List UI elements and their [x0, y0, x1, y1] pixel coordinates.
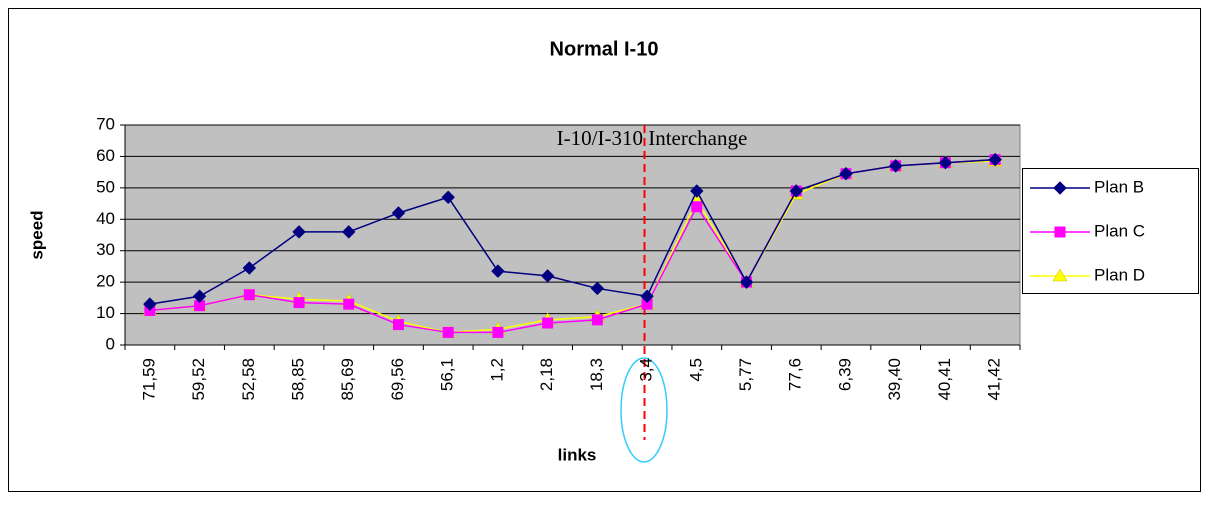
marker — [343, 298, 355, 310]
legend-label: Plan D — [1094, 265, 1145, 284]
x-tick-label: 39,40 — [885, 358, 904, 401]
marker — [938, 156, 953, 170]
x-tick-label: 40,41 — [935, 358, 954, 401]
marker — [839, 167, 853, 181]
x-axis-label: links — [558, 445, 597, 464]
marker — [789, 184, 803, 198]
x-tick-label: 6,39 — [835, 358, 854, 391]
y-tick-label: 60 — [96, 146, 115, 165]
y-tick-label: 50 — [96, 177, 115, 196]
marker — [540, 269, 555, 283]
x-tick-label: 69,56 — [388, 358, 407, 401]
marker — [1054, 226, 1066, 238]
marker — [342, 225, 356, 239]
marker — [143, 297, 157, 311]
y-tick-label: 10 — [96, 303, 115, 322]
legend-label: Plan B — [1094, 177, 1144, 196]
y-tick-label: 70 — [96, 114, 115, 133]
marker — [292, 225, 306, 239]
y-axis-label: speed — [27, 210, 46, 259]
y-tick-label: 0 — [106, 334, 115, 353]
x-tick-label: 2,18 — [537, 358, 556, 391]
x-tick-label: 77,6 — [786, 358, 805, 391]
marker — [491, 264, 505, 278]
marker — [442, 326, 454, 338]
x-tick-label: 18,3 — [587, 358, 606, 391]
marker — [1053, 181, 1067, 195]
marker — [243, 289, 255, 301]
x-tick-label: 85,69 — [338, 358, 357, 401]
x-tick-label: 71,59 — [139, 358, 158, 401]
marker — [492, 326, 504, 338]
y-tick-label: 30 — [96, 240, 115, 259]
series-line — [149, 158, 996, 305]
y-tick-label: 40 — [96, 209, 115, 228]
marker — [888, 159, 903, 173]
marker — [192, 289, 207, 303]
x-tick-label: 4,5 — [686, 358, 705, 382]
x-tick-label: 56,1 — [438, 358, 457, 391]
marker — [542, 317, 554, 329]
x-tick-label: 52,58 — [239, 358, 258, 401]
x-tick-label: 3,4 — [637, 358, 656, 382]
marker — [392, 319, 404, 331]
marker — [739, 275, 754, 289]
x-tick-label: 5,77 — [736, 358, 755, 391]
marker — [293, 297, 305, 309]
x-tick-label: 58,85 — [289, 358, 308, 401]
marker — [591, 314, 603, 326]
marker — [590, 281, 605, 296]
chart-title: Normal I-10 — [550, 38, 659, 60]
marker — [441, 190, 455, 204]
plot-area — [124, 124, 1021, 346]
marker — [391, 206, 406, 220]
x-tick-label: 41,42 — [985, 358, 1004, 401]
annotation: I-10/I-310 Interchange — [557, 126, 748, 150]
x-tick-label: 59,52 — [189, 358, 208, 401]
highlight-ellipse — [620, 357, 668, 463]
marker — [988, 152, 1002, 167]
marker — [242, 261, 257, 275]
legend-label: Plan C — [1094, 221, 1145, 240]
x-tick-label: 1,2 — [487, 358, 506, 382]
marker — [690, 184, 704, 198]
marker — [691, 201, 703, 213]
legend — [1022, 168, 1199, 294]
marker — [640, 289, 654, 303]
y-tick-label: 20 — [96, 272, 115, 291]
marker — [1052, 268, 1068, 282]
